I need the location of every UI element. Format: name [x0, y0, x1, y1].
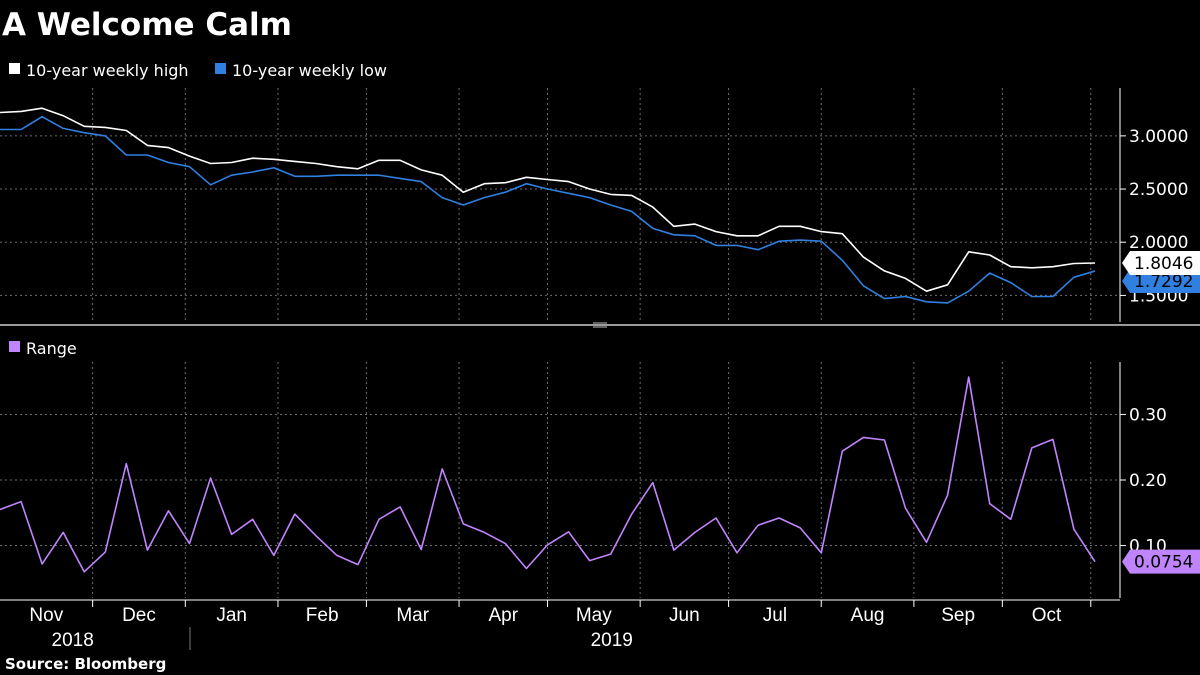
- x-month-label: Oct: [1032, 605, 1062, 626]
- x-month-label: Sep: [941, 605, 975, 626]
- legend-swatch-range: [9, 341, 20, 352]
- x-month-label: Jun: [669, 605, 700, 626]
- series-line-range: [0, 376, 1096, 573]
- x-year-label: 2019: [591, 630, 633, 651]
- bottom-panel-lines: [0, 376, 1096, 573]
- top-y-tick-label: 3.0000: [1129, 127, 1188, 147]
- top-y-tick-label: 2.0000: [1129, 233, 1188, 253]
- series-line-10yr-high: [0, 107, 1096, 293]
- bottom-panel-callouts: 0.0754: [1122, 549, 1200, 574]
- legend-label-low: 10-year weekly low: [232, 61, 387, 80]
- top-y-tick-label: 2.5000: [1129, 180, 1188, 200]
- bottom-panel-grid: [0, 362, 1120, 598]
- top-panel-lines: [0, 107, 1096, 304]
- panel-divider: [0, 322, 1200, 328]
- callout-range-text: 0.0754: [1134, 553, 1193, 573]
- x-year-label: 2018: [52, 630, 94, 651]
- x-month-label: Apr: [488, 605, 518, 626]
- callout-10yr-low: 1.7292: [1122, 269, 1200, 294]
- x-month-label: Jul: [763, 605, 787, 626]
- legend-bottom: Range: [9, 339, 77, 358]
- callout-10yr-low-text: 1.7292: [1134, 272, 1193, 292]
- chart-title: A Welcome Calm: [2, 7, 292, 43]
- series-line-10yr-low: [0, 115, 1096, 304]
- source-note: Source: Bloomberg: [5, 655, 166, 673]
- legend-swatch-low: [215, 63, 226, 74]
- x-axis: Nov Dec Jan Feb Mar Apr May Jun Jul Aug Sep Oct 2018…: [0, 599, 1120, 651]
- x-month-label: May: [576, 605, 612, 626]
- x-month-label: Jan: [216, 605, 247, 626]
- legend-top: 10-year weekly high 10-year weekly low: [9, 61, 387, 80]
- x-month-label: Mar: [396, 605, 429, 626]
- x-month-label: Nov: [29, 605, 63, 626]
- x-month-label: Aug: [851, 605, 885, 626]
- callout-10yr-high-text: 1.8046: [1134, 254, 1193, 274]
- callout-range: 0.0754: [1122, 549, 1200, 574]
- top-panel-grid: [0, 88, 1120, 322]
- x-month-label: Dec: [122, 605, 156, 626]
- bottom-y-tick-label: 0.30: [1129, 405, 1167, 425]
- bottom-y-tick-label: 0.20: [1129, 471, 1167, 491]
- callout-10yr-low-box: [1122, 269, 1200, 294]
- legend-label-high: 10-year weekly high: [26, 61, 189, 80]
- legend-swatch-high: [9, 63, 20, 74]
- callout-10yr-high-box: [1122, 251, 1200, 276]
- callout-range-box: [1122, 549, 1200, 574]
- legend-label-range: Range: [26, 339, 77, 358]
- callout-10yr-high: 1.8046: [1122, 251, 1200, 276]
- bottom-panel-y-axis: 0.100.200.30: [1119, 362, 1167, 598]
- x-month-label: Feb: [306, 605, 339, 626]
